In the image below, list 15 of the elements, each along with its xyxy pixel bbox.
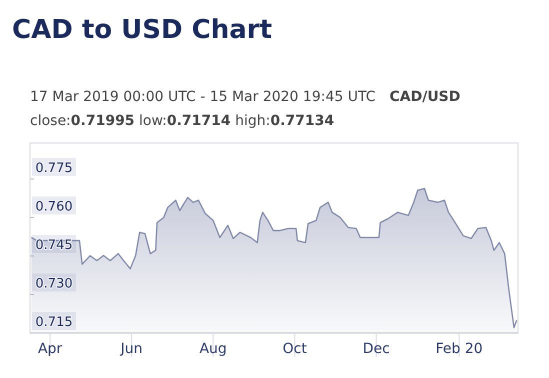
x-tick-label: Dec <box>362 341 390 357</box>
chart-subtitle: 17 Mar 2019 00:00 UTC - 15 Mar 2020 19:45 UTC <box>30 89 376 105</box>
y-tick-label: 0.745 <box>35 238 73 253</box>
y-tick-label: 0.715 <box>35 315 73 330</box>
x-tick-label: Feb 20 <box>436 341 483 357</box>
text: CAD/USD <box>389 89 460 105</box>
text: close:0.71995 low:0.71714 high:0.77134 <box>30 113 334 129</box>
y-tick-label: 0.760 <box>35 199 73 214</box>
chart-title: CAD to USD Chart <box>12 15 272 45</box>
x-tick-label: Jun <box>120 341 143 357</box>
x-tick-label: Aug <box>199 341 227 357</box>
x-tick-label: Oct <box>282 341 308 357</box>
x-tick-label: Apr <box>38 341 62 357</box>
y-tick-label: 0.730 <box>35 276 73 292</box>
y-tick-label: 0.775 <box>35 160 73 176</box>
